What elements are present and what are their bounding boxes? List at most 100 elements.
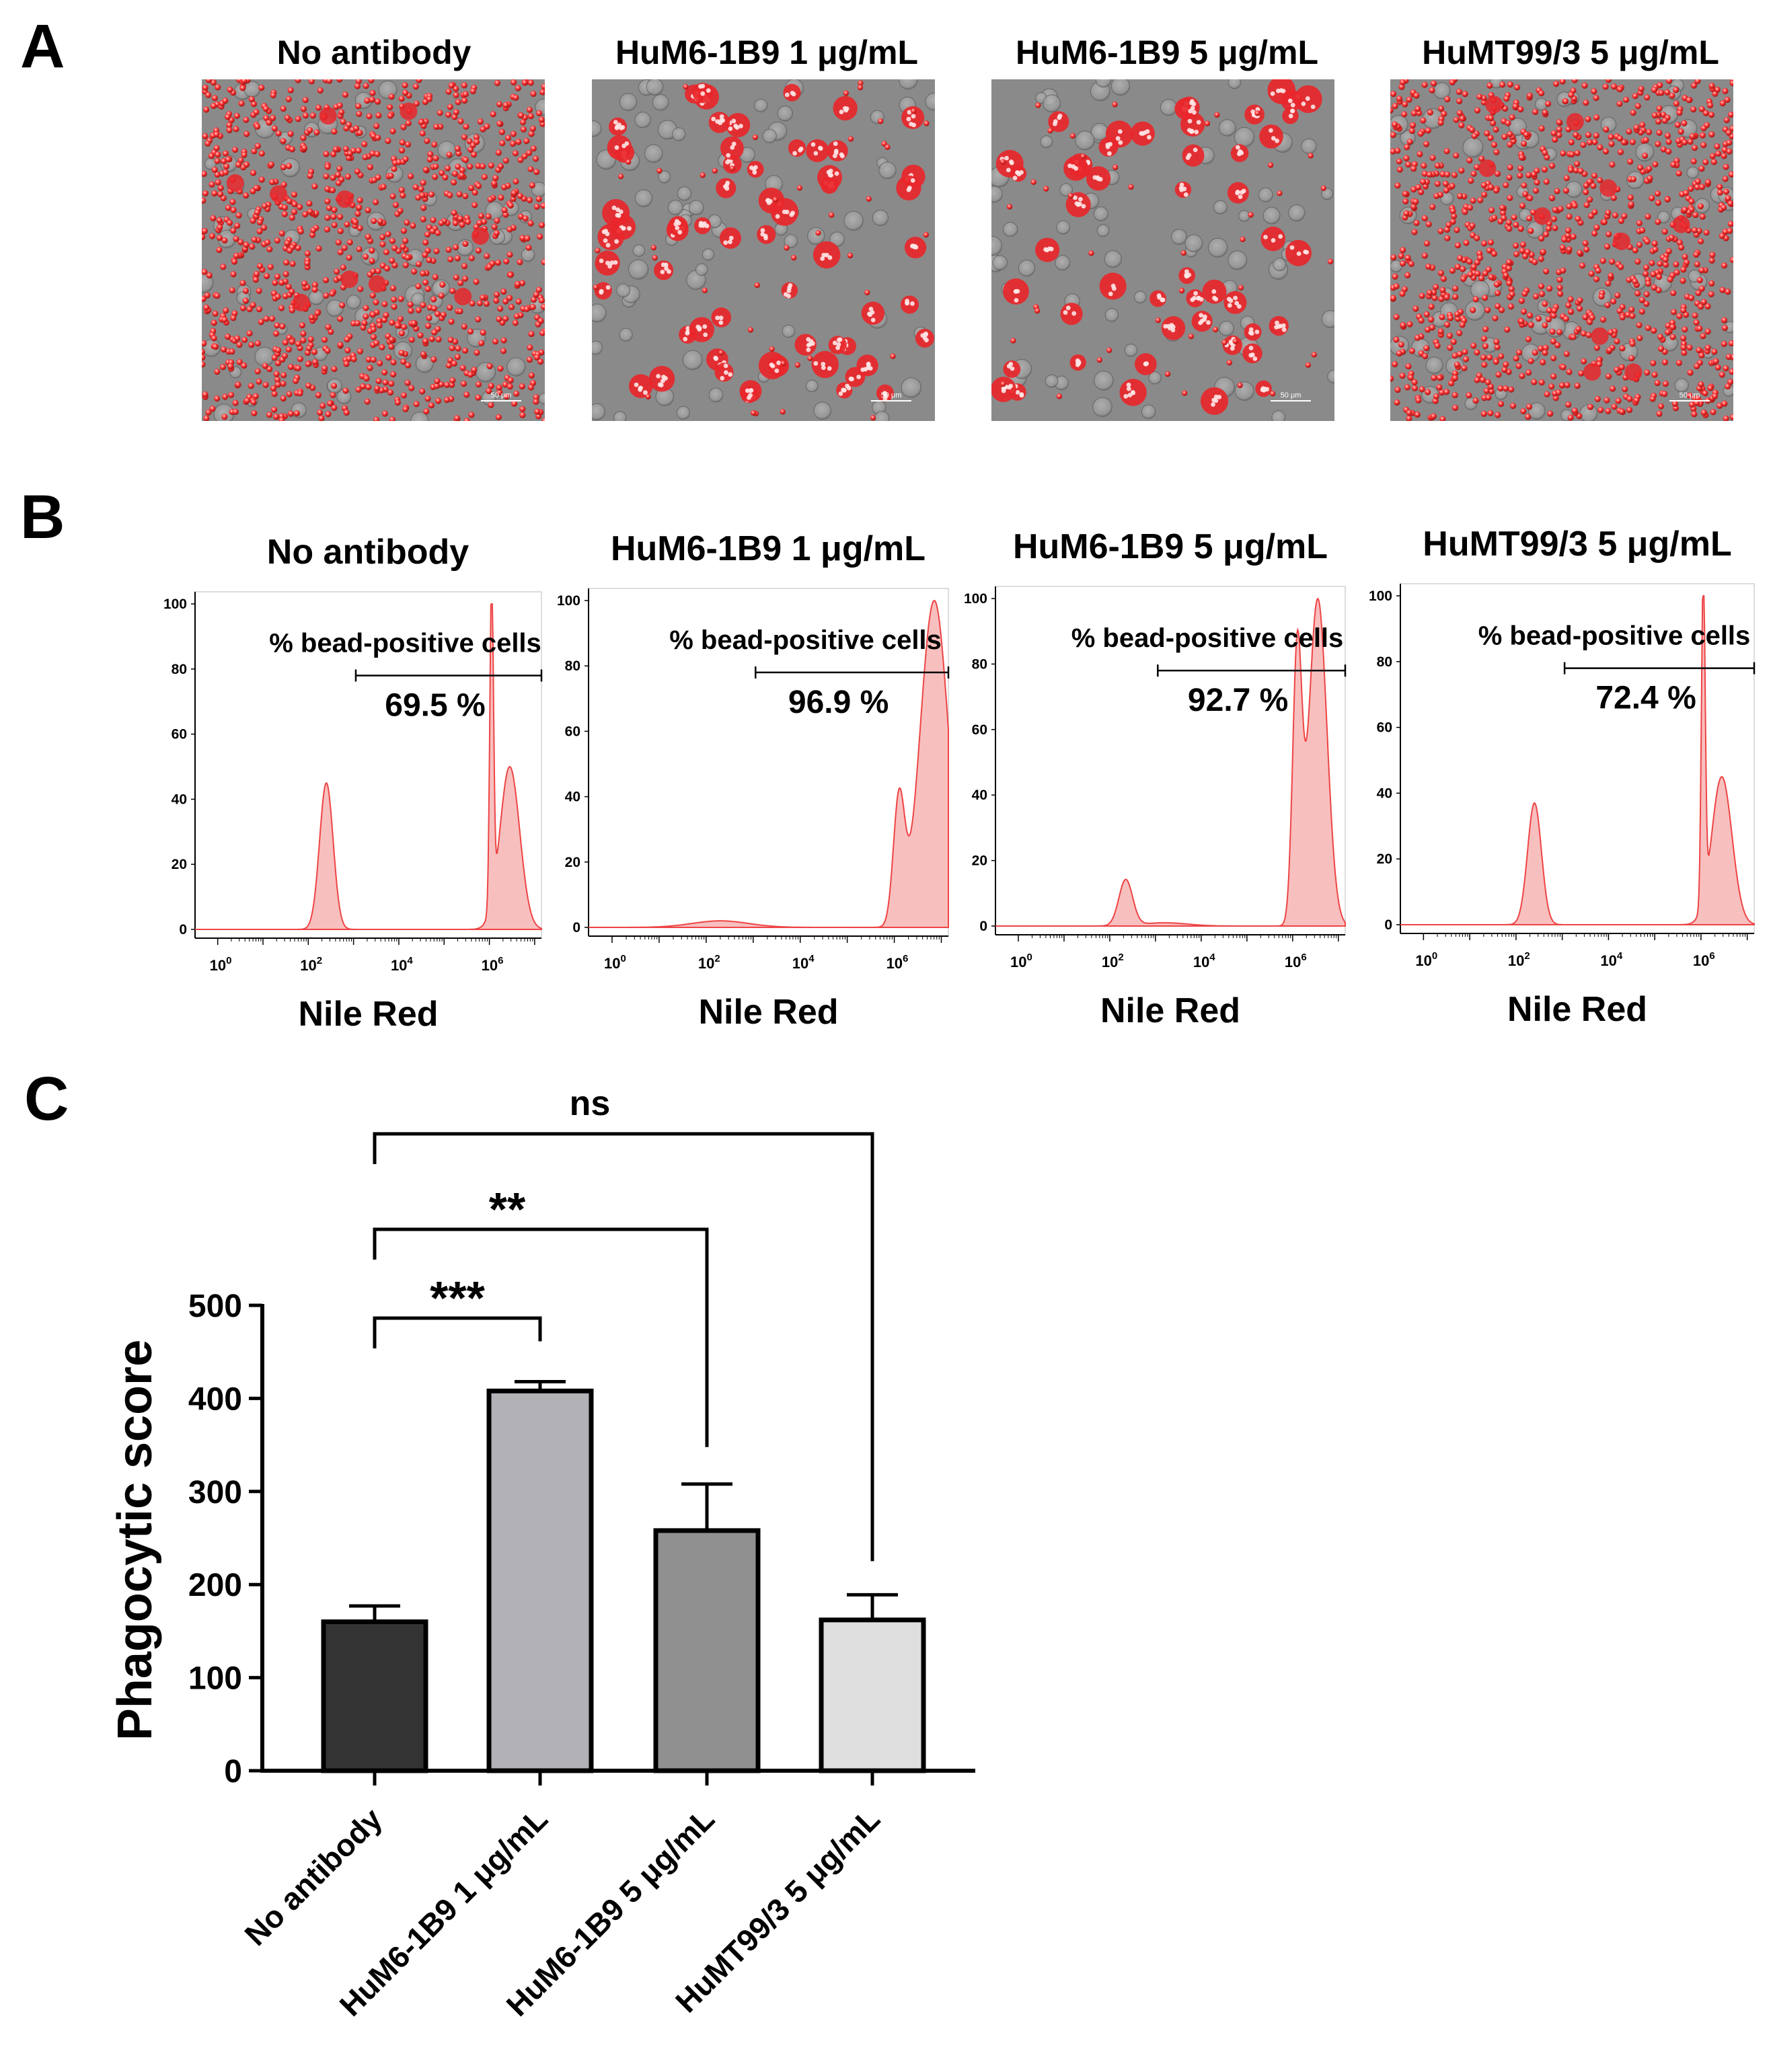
bead (910, 108, 917, 114)
bead (439, 169, 445, 176)
x-tick-label: 106 (886, 953, 909, 972)
bead (523, 138, 530, 145)
bead (1725, 383, 1731, 390)
bead (1686, 97, 1692, 104)
bead (1711, 393, 1719, 399)
bead (518, 112, 525, 119)
bead (1545, 316, 1552, 323)
y-tick-label: 100 (557, 593, 580, 609)
bead (258, 84, 265, 91)
bead (1439, 171, 1446, 178)
bead (274, 322, 280, 329)
bead (400, 243, 406, 250)
bead (1636, 241, 1643, 248)
bead (660, 379, 665, 383)
bead (1139, 130, 1144, 136)
bead (1651, 284, 1657, 291)
bead (1651, 112, 1658, 119)
bead-cluster (806, 139, 829, 163)
bead-cluster (1591, 327, 1609, 345)
bead (1696, 277, 1703, 284)
bead (890, 353, 896, 359)
bead (270, 385, 277, 392)
y-tick-label: 200 (188, 1568, 242, 1603)
macrophage-cell (695, 263, 708, 276)
bead (468, 412, 475, 418)
bead (1656, 410, 1663, 417)
bar-3 (653, 1528, 761, 1773)
x-axis-label: Nile Red (298, 995, 438, 1034)
bead (1004, 155, 1009, 161)
bead (391, 245, 398, 252)
bead (1719, 286, 1726, 293)
bead (501, 206, 508, 213)
bead (225, 156, 232, 163)
bead (1178, 288, 1185, 294)
bead (280, 372, 287, 379)
bead (517, 259, 523, 266)
bead (645, 393, 651, 399)
bead (1525, 404, 1533, 410)
bead (1504, 326, 1511, 333)
bead (363, 83, 369, 89)
bead (342, 145, 349, 153)
bead (266, 246, 273, 253)
bead (595, 247, 601, 254)
bead (1449, 208, 1456, 215)
bead (729, 165, 735, 171)
macrophage-cell (1093, 206, 1108, 221)
macrophage-cell (1228, 250, 1248, 270)
bead (1629, 340, 1636, 347)
bead (398, 330, 405, 337)
bead (435, 397, 442, 404)
bead (356, 204, 363, 211)
bead (243, 397, 250, 404)
bead (485, 213, 492, 220)
bead (1550, 354, 1557, 362)
bead (1239, 190, 1244, 195)
bead (324, 186, 331, 192)
bead (494, 259, 502, 266)
bead (291, 191, 298, 198)
bead (718, 315, 724, 321)
bead (410, 320, 417, 327)
bead (242, 287, 249, 295)
scale-bar-label: 50 μm (881, 391, 902, 399)
bead (335, 239, 342, 246)
bead (1573, 167, 1579, 174)
bead (866, 365, 871, 371)
panel-c-letter: C (24, 1065, 69, 1133)
bead (1474, 259, 1480, 266)
bead (426, 156, 433, 163)
bead (532, 155, 539, 162)
bead (1184, 269, 1189, 274)
bead (1390, 107, 1394, 114)
bead (1550, 338, 1556, 345)
histogram-area (1400, 595, 1755, 925)
scale-bar-label: 50 μm (1680, 391, 1700, 399)
bead (1545, 225, 1552, 232)
bead (1437, 105, 1445, 112)
bead (1190, 297, 1195, 303)
bead (1499, 210, 1507, 217)
bead (718, 350, 724, 356)
macrophage-cell (652, 93, 669, 111)
bead (1453, 152, 1460, 159)
bead (442, 174, 449, 181)
bead (1605, 79, 1612, 83)
bead (356, 348, 364, 355)
bead (1493, 358, 1499, 365)
bead (502, 102, 509, 108)
bead (357, 286, 364, 293)
bead (1049, 246, 1054, 252)
histogram-title: HuM6-1B9 1 μg/mL (611, 529, 926, 568)
bead (251, 148, 258, 155)
bead (1108, 291, 1113, 297)
bead (1662, 261, 1669, 268)
bead (497, 305, 504, 312)
bead (415, 261, 422, 268)
bead (1034, 307, 1041, 314)
y-tick-label: 40 (972, 788, 987, 803)
bead (1438, 389, 1445, 396)
